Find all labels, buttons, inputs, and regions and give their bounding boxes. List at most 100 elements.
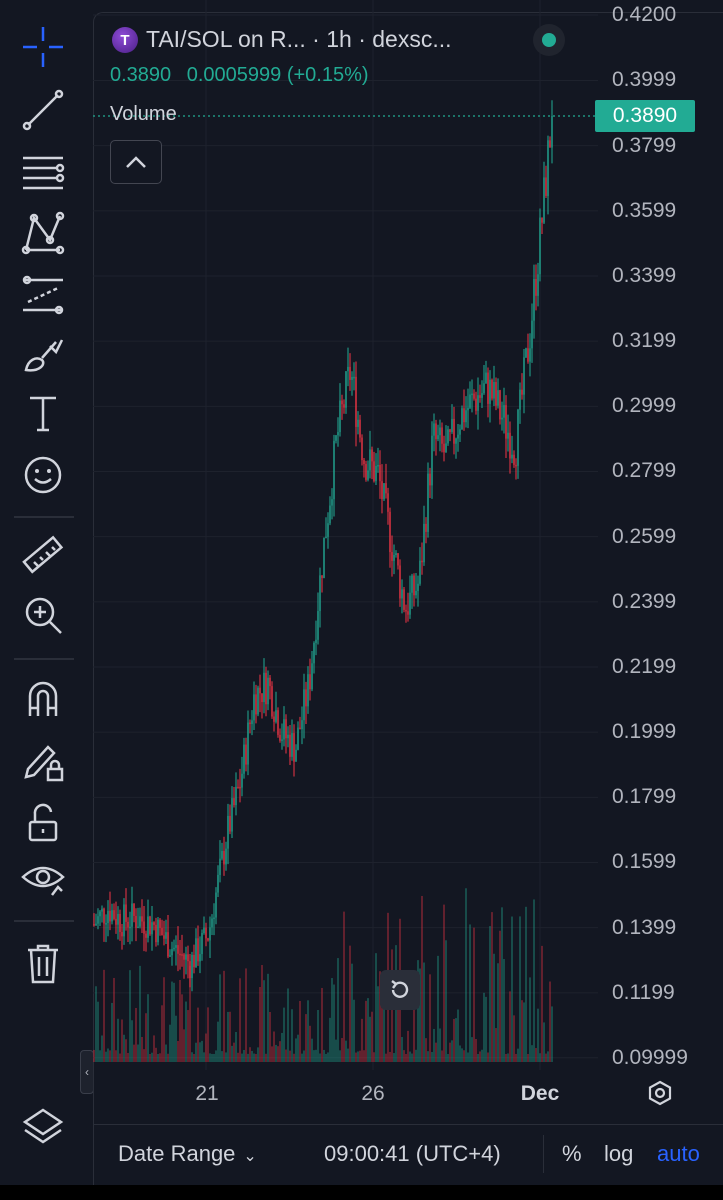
- magnet-icon[interactable]: [14, 674, 72, 724]
- collapse-legend-button[interactable]: [110, 140, 162, 184]
- candle-body: [131, 903, 133, 927]
- volume-bar: [151, 1052, 153, 1062]
- candle-body: [249, 722, 251, 725]
- volume-bar: [223, 970, 225, 1062]
- lock-drawing-icon[interactable]: [14, 735, 72, 785]
- volume-bar: [259, 987, 261, 1062]
- volume-bar: [155, 1047, 157, 1062]
- candle-body: [479, 395, 481, 398]
- candle-body: [501, 417, 503, 420]
- volume-indicator-label[interactable]: Volume: [110, 103, 177, 125]
- candle-body: [343, 404, 345, 408]
- prediction-icon[interactable]: [14, 270, 72, 320]
- volume-bar: [379, 971, 381, 1062]
- volume-bar: [273, 1031, 275, 1062]
- volume-bar: [303, 1050, 305, 1062]
- drawing-toolbar: [0, 0, 88, 1185]
- toolbar-collapse-handle[interactable]: ‹: [80, 1050, 94, 1094]
- pattern-icon[interactable]: [14, 208, 72, 258]
- volume-bar: [201, 1040, 203, 1062]
- timezone-clock[interactable]: 09:00:41 (UTC+4): [324, 1141, 501, 1166]
- percent-scale-toggle[interactable]: %: [562, 1141, 582, 1166]
- brush-icon[interactable]: [14, 330, 72, 380]
- price-label: 0.3399: [612, 263, 677, 287]
- volume-bar: [435, 1042, 437, 1062]
- candle-body: [157, 919, 159, 943]
- candle-body: [293, 733, 295, 762]
- candle-body: [117, 913, 119, 925]
- price-chart[interactable]: [93, 0, 723, 1124]
- chart-settings-button[interactable]: [643, 1076, 677, 1110]
- candle-body: [291, 733, 293, 757]
- volume-bar: [423, 962, 425, 1062]
- chart-grid: [93, 0, 598, 1070]
- volume-bar: [205, 1033, 207, 1062]
- volume-bar: [299, 1000, 301, 1062]
- emoji-icon[interactable]: [14, 450, 72, 500]
- legend-title[interactable]: TAI/SOL on R... · 1h · dexsc...: [146, 26, 452, 53]
- unlock-icon[interactable]: [14, 798, 72, 848]
- volume-bar: [411, 1053, 413, 1062]
- fib-lines-icon[interactable]: [14, 148, 72, 198]
- volume-bar: [211, 1053, 213, 1062]
- candle-body: [277, 710, 279, 735]
- volume-bar: [517, 1048, 519, 1062]
- candle-body: [257, 687, 259, 715]
- volume-bar: [141, 1036, 143, 1062]
- volume-bar: [175, 1015, 177, 1062]
- candle-body: [421, 560, 423, 563]
- candle-body: [309, 674, 311, 690]
- zoom-in-icon[interactable]: [14, 590, 72, 640]
- candle-body: [513, 454, 515, 465]
- candle-body: [531, 320, 533, 349]
- volume-bar: [285, 1049, 287, 1062]
- text-icon[interactable]: [14, 388, 72, 438]
- volume-bar: [551, 1006, 553, 1062]
- date-range-dropdown[interactable]: Date Range ⌄: [118, 1141, 257, 1167]
- candle-body: [389, 511, 391, 553]
- market-status-icon[interactable]: [533, 24, 565, 56]
- volume-bar: [401, 1037, 403, 1062]
- candle-body: [313, 642, 315, 664]
- volume-bar: [301, 1053, 303, 1062]
- candle-body: [191, 954, 193, 979]
- volume-bar: [433, 1028, 435, 1062]
- volume-bar: [165, 1044, 167, 1062]
- volume-bar: [137, 1044, 139, 1062]
- volume-bar: [357, 1051, 359, 1062]
- candle-body: [145, 933, 147, 938]
- candle-body: [209, 927, 211, 941]
- candle-body: [133, 903, 135, 916]
- volume-bar: [539, 1053, 541, 1062]
- volume-bar: [131, 1020, 133, 1062]
- candle-body: [541, 217, 543, 223]
- volume-bar: [199, 1042, 201, 1062]
- candle-body: [355, 376, 357, 427]
- candle-body: [193, 954, 195, 968]
- layers-icon[interactable]: [14, 1102, 72, 1152]
- log-scale-toggle[interactable]: log: [604, 1141, 634, 1166]
- volume-bar: [353, 999, 355, 1062]
- volume-bar: [281, 1032, 283, 1062]
- volume-bar: [333, 984, 335, 1062]
- reset-chart-button[interactable]: [380, 970, 420, 1010]
- candle-body: [321, 575, 323, 578]
- candle-body: [295, 749, 297, 762]
- trend-line-icon[interactable]: [14, 85, 72, 135]
- eye-icon[interactable]: [14, 853, 72, 903]
- candle-body: [511, 454, 513, 459]
- volume-bar: [541, 945, 543, 1062]
- ruler-icon[interactable]: [14, 530, 72, 580]
- volume-bar: [109, 1050, 111, 1062]
- trash-icon[interactable]: [14, 938, 72, 988]
- volume-bar: [275, 1044, 277, 1062]
- volume-bar: [189, 965, 191, 1062]
- candle-body: [163, 935, 165, 939]
- volume-bar: [267, 973, 269, 1062]
- candle-body: [205, 927, 207, 939]
- candle-body: [185, 954, 187, 960]
- crosshair-icon[interactable]: [14, 22, 72, 72]
- candle-body: [219, 858, 221, 875]
- auto-scale-toggle[interactable]: auto: [657, 1141, 700, 1166]
- volume-bar: [373, 1052, 375, 1062]
